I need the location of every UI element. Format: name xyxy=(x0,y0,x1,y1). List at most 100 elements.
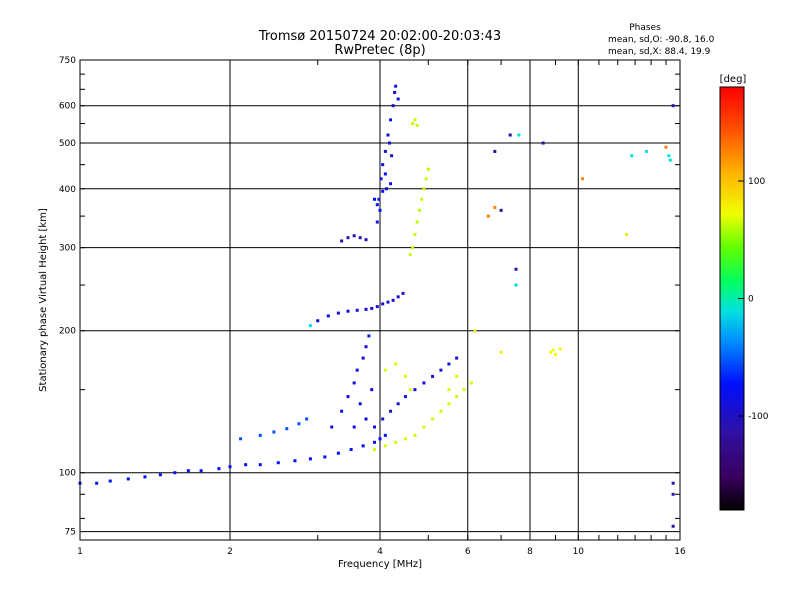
data-point xyxy=(403,374,407,378)
data-point xyxy=(394,84,398,88)
data-point xyxy=(272,430,276,434)
y-tick-label: 75 xyxy=(65,528,76,538)
data-point xyxy=(239,437,243,441)
data-point xyxy=(394,440,398,444)
data-point xyxy=(217,467,221,471)
data-point xyxy=(664,145,668,149)
phase-stats-x: mean, sd,X: 88.4, 19.9 xyxy=(608,47,711,57)
data-point xyxy=(408,253,412,257)
data-point xyxy=(358,236,362,240)
colorbar-unit: [deg] xyxy=(720,74,747,85)
data-point xyxy=(378,437,382,441)
data-point xyxy=(549,350,553,354)
data-point xyxy=(373,447,377,451)
data-point xyxy=(396,295,400,299)
data-point xyxy=(326,314,330,318)
data-point xyxy=(244,463,248,467)
colorbar-tick-label: 0 xyxy=(748,295,754,305)
y-tick-label: 750 xyxy=(59,56,76,66)
data-point xyxy=(361,356,365,360)
data-point xyxy=(364,307,368,311)
chart-title: Tromsø 20150724 20:02:00-20:03:43 xyxy=(258,29,501,44)
data-point xyxy=(394,362,398,366)
data-point xyxy=(373,425,377,429)
data-point xyxy=(383,433,387,437)
data-point xyxy=(396,402,400,406)
data-point xyxy=(415,220,419,224)
data-point xyxy=(415,123,419,127)
chart-subtitle: RwPretec (8p) xyxy=(334,43,425,58)
data-point xyxy=(671,104,675,108)
data-point xyxy=(541,141,545,145)
data-point xyxy=(413,388,417,392)
data-point xyxy=(316,319,320,323)
data-point xyxy=(352,425,356,429)
data-point xyxy=(499,208,503,212)
data-point xyxy=(469,381,473,385)
data-point xyxy=(336,451,340,455)
data-point xyxy=(126,477,130,481)
data-point xyxy=(389,182,393,186)
data-point xyxy=(391,298,395,302)
data-point xyxy=(389,409,393,413)
data-point xyxy=(389,118,393,122)
data-point xyxy=(411,246,415,250)
data-point xyxy=(355,308,359,312)
data-point xyxy=(671,481,675,485)
data-point xyxy=(358,402,362,406)
data-point xyxy=(375,220,379,224)
data-point xyxy=(551,348,555,352)
y-axis-label: Stationary phase Virtual Height [km] xyxy=(38,208,49,392)
data-point xyxy=(462,388,466,392)
x-tick-label: 2 xyxy=(227,547,233,557)
axis-ticks: 1 2 4 6 8 10 16 75 100 200 300 400 500 600 750 xyxy=(59,56,686,557)
data-point xyxy=(364,345,368,349)
data-point xyxy=(581,177,585,181)
data-point xyxy=(630,154,634,158)
data-point xyxy=(364,417,368,421)
data-point xyxy=(330,425,334,429)
data-point xyxy=(258,463,262,467)
x-tick-label: 10 xyxy=(573,547,585,557)
data-point xyxy=(411,122,415,126)
data-point xyxy=(355,368,359,372)
data-point xyxy=(285,427,289,431)
data-point xyxy=(340,409,344,413)
data-point xyxy=(346,309,350,313)
data-points xyxy=(78,84,675,528)
data-point xyxy=(293,459,297,463)
data-point xyxy=(408,388,412,392)
data-point xyxy=(375,203,379,207)
y-tick-label: 400 xyxy=(59,185,76,195)
y-tick-label: 300 xyxy=(59,244,76,254)
data-point xyxy=(346,236,350,240)
x-tick-label: 8 xyxy=(527,547,533,557)
data-point xyxy=(381,417,385,421)
data-point xyxy=(199,469,203,473)
data-point xyxy=(455,356,459,360)
data-point xyxy=(413,433,417,437)
data-point xyxy=(420,197,424,201)
data-point xyxy=(447,362,451,366)
data-point xyxy=(379,177,383,181)
data-point xyxy=(396,97,400,101)
data-point xyxy=(431,417,435,421)
x-tick-label: 6 xyxy=(465,547,471,557)
data-point xyxy=(431,374,435,378)
data-point xyxy=(361,444,365,448)
data-point xyxy=(508,133,512,137)
data-point xyxy=(424,177,428,181)
data-point xyxy=(346,395,350,399)
data-point xyxy=(447,388,451,392)
data-point xyxy=(422,425,426,429)
data-point xyxy=(413,118,417,122)
data-point xyxy=(553,353,557,357)
data-point xyxy=(644,149,648,153)
data-point xyxy=(383,368,387,372)
data-point xyxy=(426,167,430,171)
data-point xyxy=(668,158,672,162)
data-point xyxy=(391,104,395,108)
data-point xyxy=(403,395,407,399)
